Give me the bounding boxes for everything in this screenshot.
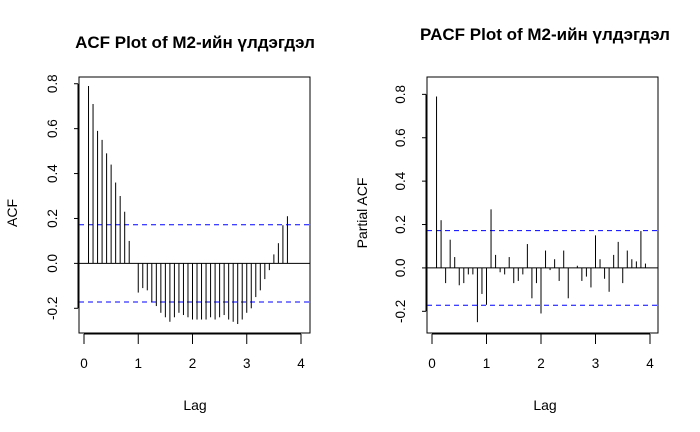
acf-plot-frame bbox=[78, 76, 311, 334]
pacf-x-tick-label: 1 bbox=[483, 356, 491, 371]
acf-y-axis-label: ACF bbox=[4, 199, 20, 227]
acf-x-tick-label: 0 bbox=[80, 356, 88, 371]
pacf-x-tick-label: 4 bbox=[646, 356, 654, 371]
acf-y-tick-label: 0.2 bbox=[45, 209, 60, 228]
acf-x-tick-label: 4 bbox=[297, 356, 305, 371]
acf-y-tick-label: 0.4 bbox=[45, 164, 60, 183]
pacf-x-tick-label: 0 bbox=[428, 356, 436, 371]
pacf-x-tick-label: 3 bbox=[592, 356, 600, 371]
acf-x-tick-label: 2 bbox=[189, 356, 197, 371]
acf-y-tick-label: 0.0 bbox=[45, 254, 60, 273]
acf-panel: ACF Plot of M2-ийн үлдэгдэл Lag ACF -0.2… bbox=[4, 33, 315, 413]
acf-y-tick-label: -0.2 bbox=[45, 297, 60, 320]
pacf-y-tick-label: 0.2 bbox=[393, 215, 408, 234]
pacf-marks: -0.2 0.0 0.2 0.4 0.6 0.8 0 1 2 3 4 bbox=[393, 85, 658, 371]
pacf-y-axis-label: Partial ACF bbox=[354, 178, 370, 249]
pacf-y-tick-label: 0.0 bbox=[393, 259, 408, 278]
acf-x-axis-label: Lag bbox=[183, 397, 206, 413]
acf-y-tick-label: 0.8 bbox=[45, 74, 60, 93]
acf-marks: -0.2 0.0 0.2 0.4 0.6 0.8 0 1 2 3 4 bbox=[45, 74, 310, 371]
acf-title: ACF Plot of M2-ийн үлдэгдэл bbox=[75, 33, 315, 52]
acf-x-tick-label: 1 bbox=[134, 356, 142, 371]
acf-x-tick-label: 3 bbox=[243, 356, 251, 371]
acf-y-tick-label: 0.6 bbox=[45, 119, 60, 138]
pacf-y-tick-label: -0.2 bbox=[393, 300, 408, 323]
pacf-y-tick-label: 0.8 bbox=[393, 85, 408, 104]
pacf-x-axis-label: Lag bbox=[533, 397, 556, 413]
pacf-plot-frame bbox=[426, 76, 659, 334]
pacf-title: PACF Plot of M2-ийн үлдэгдэл bbox=[420, 25, 670, 44]
pacf-panel: PACF Plot of M2-ийн үлдэгдэл Lag Partial… bbox=[354, 25, 670, 413]
pacf-y-tick-label: 0.4 bbox=[393, 171, 408, 190]
pacf-x-tick-label: 2 bbox=[537, 356, 545, 371]
pacf-y-tick-label: 0.6 bbox=[393, 128, 408, 147]
